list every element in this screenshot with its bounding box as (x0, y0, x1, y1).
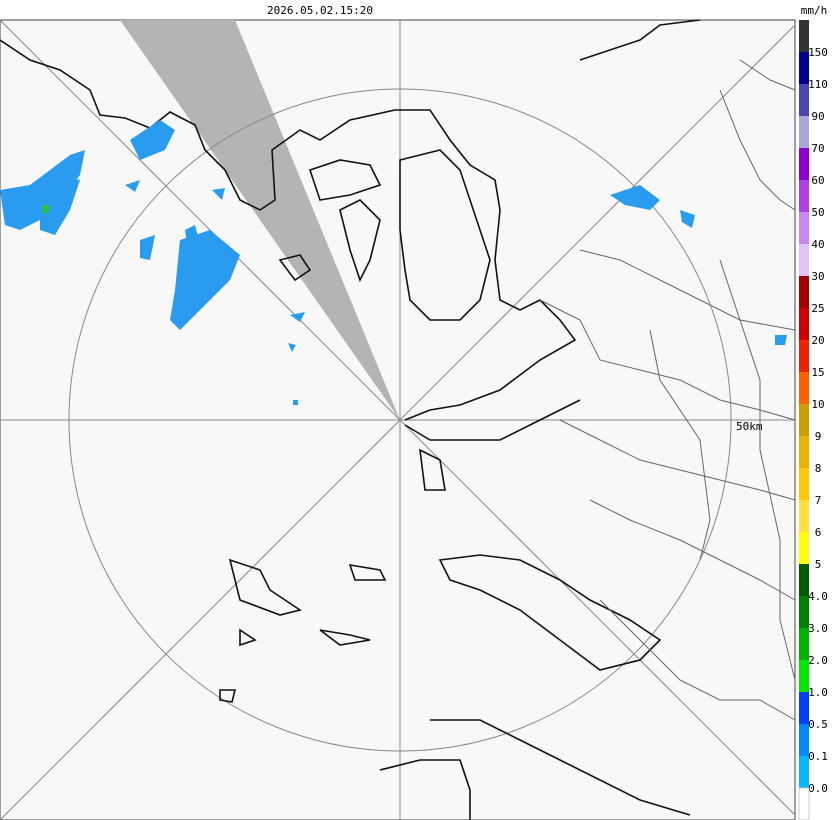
legend-swatch (799, 692, 809, 724)
legend-label: 25 (811, 302, 824, 315)
legend-swatch (799, 180, 809, 212)
legend-label: 60 (811, 174, 824, 187)
legend-swatch (799, 404, 809, 436)
map: 50km (0, 19, 796, 820)
borders (539, 59, 796, 721)
axis-line (0, 19, 796, 816)
legend-label: 0.5 (808, 718, 828, 731)
unit-label: mm/h (801, 4, 828, 17)
legend-label: 1.0 (808, 686, 828, 699)
legend-swatch (799, 52, 809, 84)
blocked-sector (120, 20, 400, 420)
legend-label: 10 (811, 398, 824, 411)
legend-swatch (798, 787, 810, 820)
legend-label: 70 (811, 142, 824, 155)
legend-swatch (799, 148, 809, 180)
legend-label: 6 (815, 526, 822, 539)
legend-swatch (799, 308, 809, 340)
legend-swatch (799, 116, 809, 148)
coastlines (0, 19, 701, 820)
precipitation (0, 120, 787, 405)
legend-swatch (799, 724, 809, 756)
legend-swatch (799, 564, 809, 596)
legend-swatch (799, 628, 809, 660)
legend-label: 90 (811, 110, 824, 123)
legend-label: 150 (808, 46, 828, 59)
legend-swatch (799, 436, 809, 468)
legend-label: 2.0 (808, 654, 828, 667)
legend-label: 20 (811, 334, 824, 347)
ring-label: 50km (736, 420, 763, 433)
legend-label: 15 (811, 366, 824, 379)
legend-swatch (799, 84, 809, 116)
legend-label: 0.0 (808, 782, 828, 795)
legend-swatch (799, 500, 809, 532)
legend-swatch (799, 276, 809, 308)
legend-swatch (799, 532, 809, 564)
legend-label: 0.1 (808, 750, 828, 763)
axis-line (0, 24, 796, 820)
legend-label: 110 (808, 78, 828, 91)
legend-swatch (799, 756, 809, 788)
legend-swatch (799, 372, 809, 404)
timestamp: 2026.05.02.15:20 (267, 4, 373, 17)
legend-swatch (799, 468, 809, 500)
legend-label: 40 (811, 238, 824, 251)
legend-swatch (799, 340, 809, 372)
legend-label: 50 (811, 206, 824, 219)
legend-label: 9 (815, 430, 822, 443)
legend-swatch (799, 596, 809, 628)
legend-label: 3.0 (808, 622, 828, 635)
legend-label: 4.0 (808, 590, 828, 603)
range-ring (68, 88, 732, 752)
legend-label: 5 (815, 558, 822, 571)
legend-label: 8 (815, 462, 822, 475)
legend-swatch (799, 20, 809, 52)
legend-swatch (799, 244, 809, 276)
legend: 150 110 90 70 60 50 40 30 25 20 15 10 9 8 7 6 5 4.0 3.0 2.0… (798, 20, 828, 820)
legend-swatch (799, 660, 809, 692)
legend-swatch (799, 212, 809, 244)
legend-label: 7 (815, 494, 822, 507)
legend-label: 30 (811, 270, 824, 283)
